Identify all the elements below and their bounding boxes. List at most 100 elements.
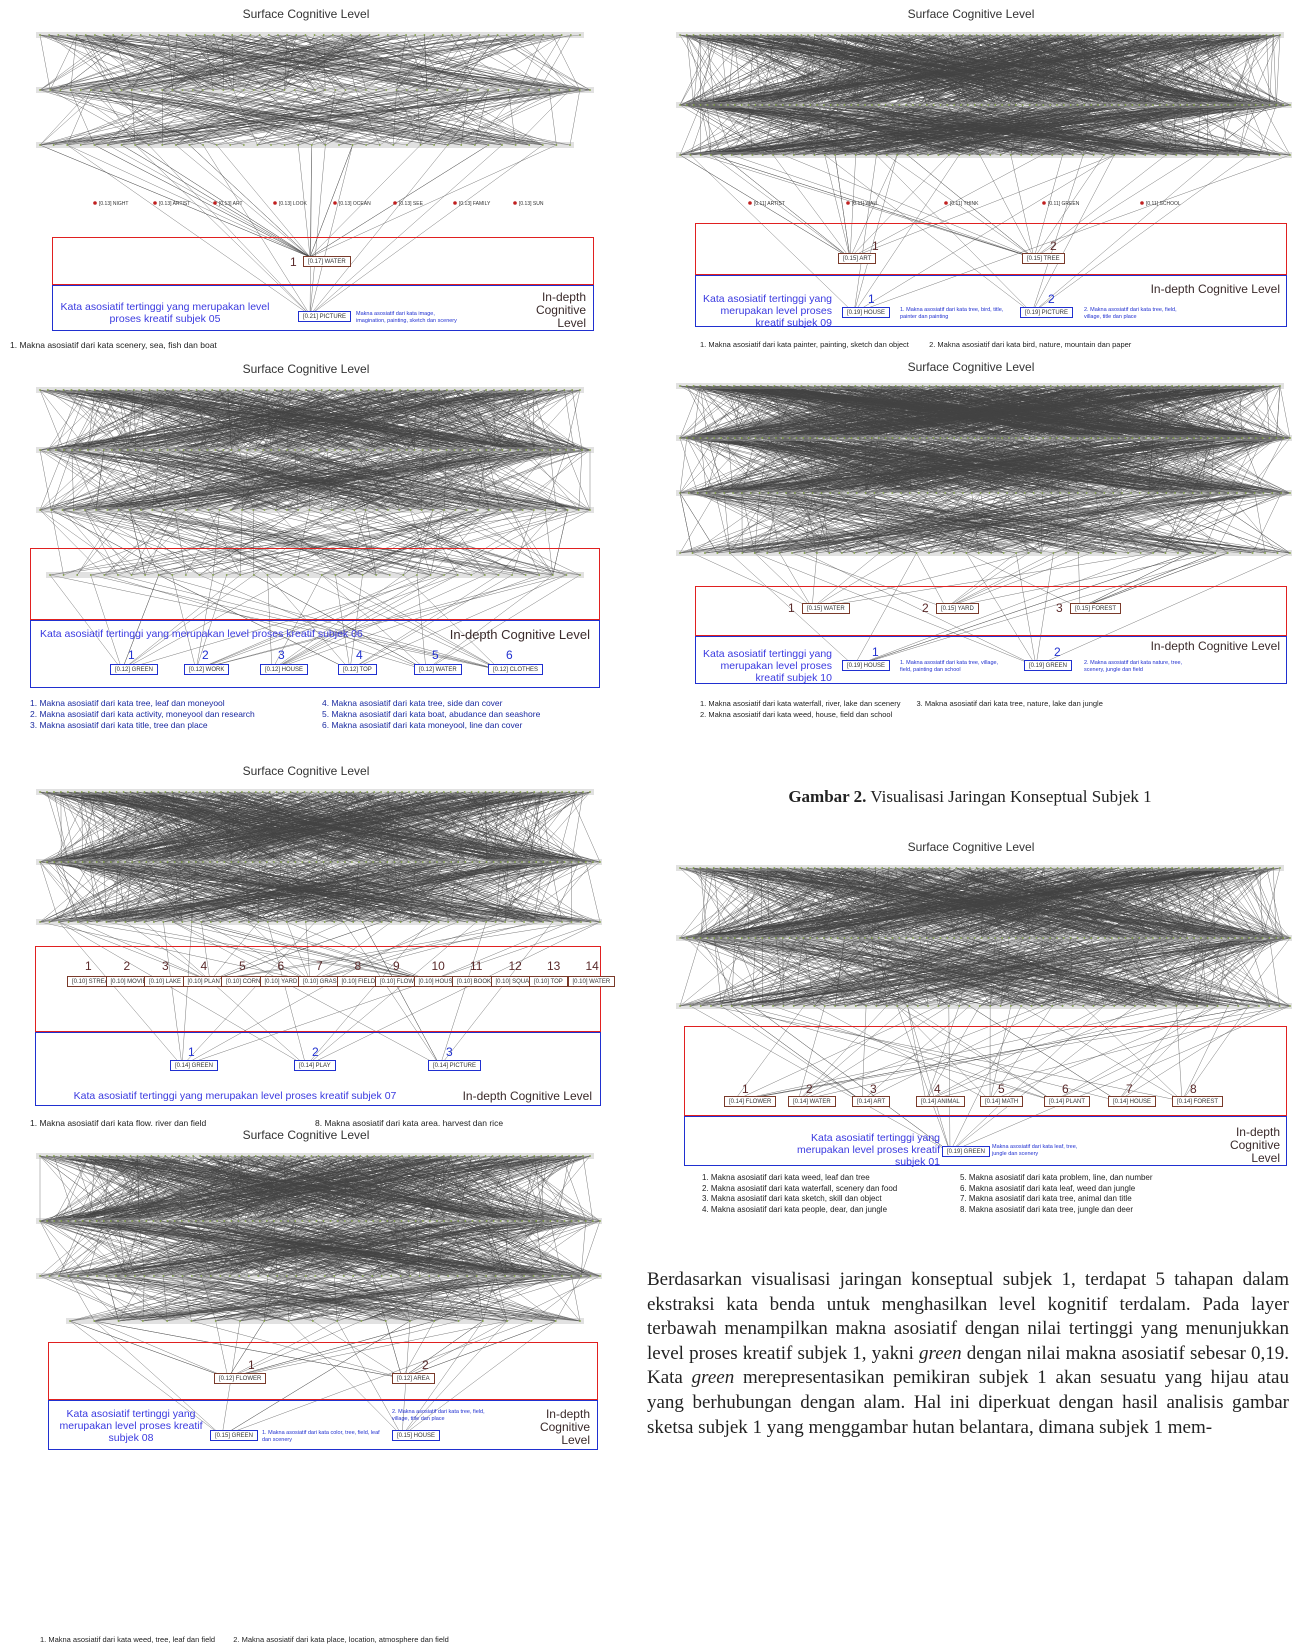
item-number: 2: [312, 1045, 319, 1059]
network-node: [375, 89, 377, 91]
network-node: [295, 34, 297, 36]
network-node: [284, 89, 286, 91]
network-node: [332, 34, 334, 36]
network-node: [447, 921, 449, 923]
network-node: [379, 861, 381, 863]
network-node: [522, 509, 524, 511]
network-node: [219, 921, 221, 923]
network-node: [181, 861, 183, 863]
network-node: [493, 861, 495, 863]
network-node: [254, 449, 256, 451]
item-number: 6: [278, 959, 285, 973]
network-node: [305, 34, 307, 36]
network-node: [140, 509, 142, 511]
network-node: [255, 791, 257, 793]
network-node: [145, 861, 147, 863]
network-node: [446, 389, 448, 391]
network-node: [129, 509, 131, 511]
network-node: [191, 921, 193, 923]
network-node: [358, 861, 360, 863]
indepth-level-label: In-depth Cognitive Level: [430, 628, 590, 641]
network-node: [470, 449, 472, 451]
network-node: [393, 201, 397, 205]
network-node: [523, 921, 525, 923]
network-node: [478, 34, 480, 36]
network-node: [557, 449, 559, 451]
network-node: [478, 449, 480, 451]
item-number: 1: [128, 648, 135, 662]
network-node: [554, 791, 556, 793]
network-node: [500, 861, 502, 863]
network-node: [533, 921, 535, 923]
network-node: [117, 861, 119, 863]
network-node: [362, 921, 364, 923]
network-node: [515, 144, 517, 146]
item-number: 5: [432, 648, 439, 662]
network-node: [230, 509, 232, 511]
network-node: [422, 861, 424, 863]
network-node: [82, 861, 84, 863]
network-node: [334, 449, 336, 451]
network-node: [365, 89, 367, 91]
network-node: [250, 34, 252, 36]
network-node: [121, 34, 123, 36]
network-node: [398, 449, 400, 451]
network-node: [513, 791, 515, 793]
indepth-level-label: In-depth Cognitive Level: [530, 291, 586, 330]
network-node: [477, 509, 479, 511]
network-node: [39, 449, 41, 451]
network-node: [316, 861, 318, 863]
network-node: [219, 509, 221, 511]
network-node: [540, 791, 542, 793]
network-node: [241, 791, 243, 793]
network-node: [48, 34, 50, 36]
network-node: [542, 861, 544, 863]
network-node: [405, 34, 407, 36]
network-node: [263, 89, 265, 91]
network-node: [373, 791, 375, 793]
network-node: [57, 34, 59, 36]
network-node: [391, 389, 393, 391]
network-node: [589, 509, 591, 511]
network-node: [110, 389, 112, 391]
network-node: [275, 509, 277, 511]
network-node: [513, 201, 517, 205]
network-node: [160, 861, 162, 863]
network-node: [408, 791, 410, 793]
network-node: [406, 89, 408, 91]
network-node: [528, 144, 530, 146]
keyword-box: [0.12] GREEN: [110, 664, 158, 675]
network-node: [287, 861, 289, 863]
network-node: [96, 861, 98, 863]
network-node: [421, 509, 423, 511]
network-node-label: [0.13] SEE: [399, 201, 424, 207]
network-node: [450, 861, 452, 863]
network-node: [116, 791, 118, 793]
network-node: [533, 791, 535, 793]
network-node: [213, 34, 215, 36]
network-node: [84, 509, 86, 511]
network-node: [548, 89, 550, 91]
network-node: [112, 34, 114, 36]
network-node: [93, 144, 95, 146]
network-node: [559, 89, 561, 91]
network-node: [378, 34, 380, 36]
network-node: [294, 449, 296, 451]
network-node: [141, 89, 143, 91]
network-node: [131, 34, 133, 36]
network-node: [103, 861, 105, 863]
network-node: [450, 791, 452, 793]
network-node: [144, 921, 146, 923]
network-node: [578, 861, 580, 863]
network-node: [149, 34, 151, 36]
network-node: [518, 89, 520, 91]
keyword-box: [0.10] LAKE: [144, 976, 186, 987]
network-node: [359, 791, 361, 793]
network-node: [508, 89, 510, 91]
network-node: [67, 861, 69, 863]
node-label-band: [36, 32, 584, 38]
network-node: [486, 861, 488, 863]
network-node: [318, 449, 320, 451]
network-node: [252, 509, 254, 511]
network-node: [286, 449, 288, 451]
